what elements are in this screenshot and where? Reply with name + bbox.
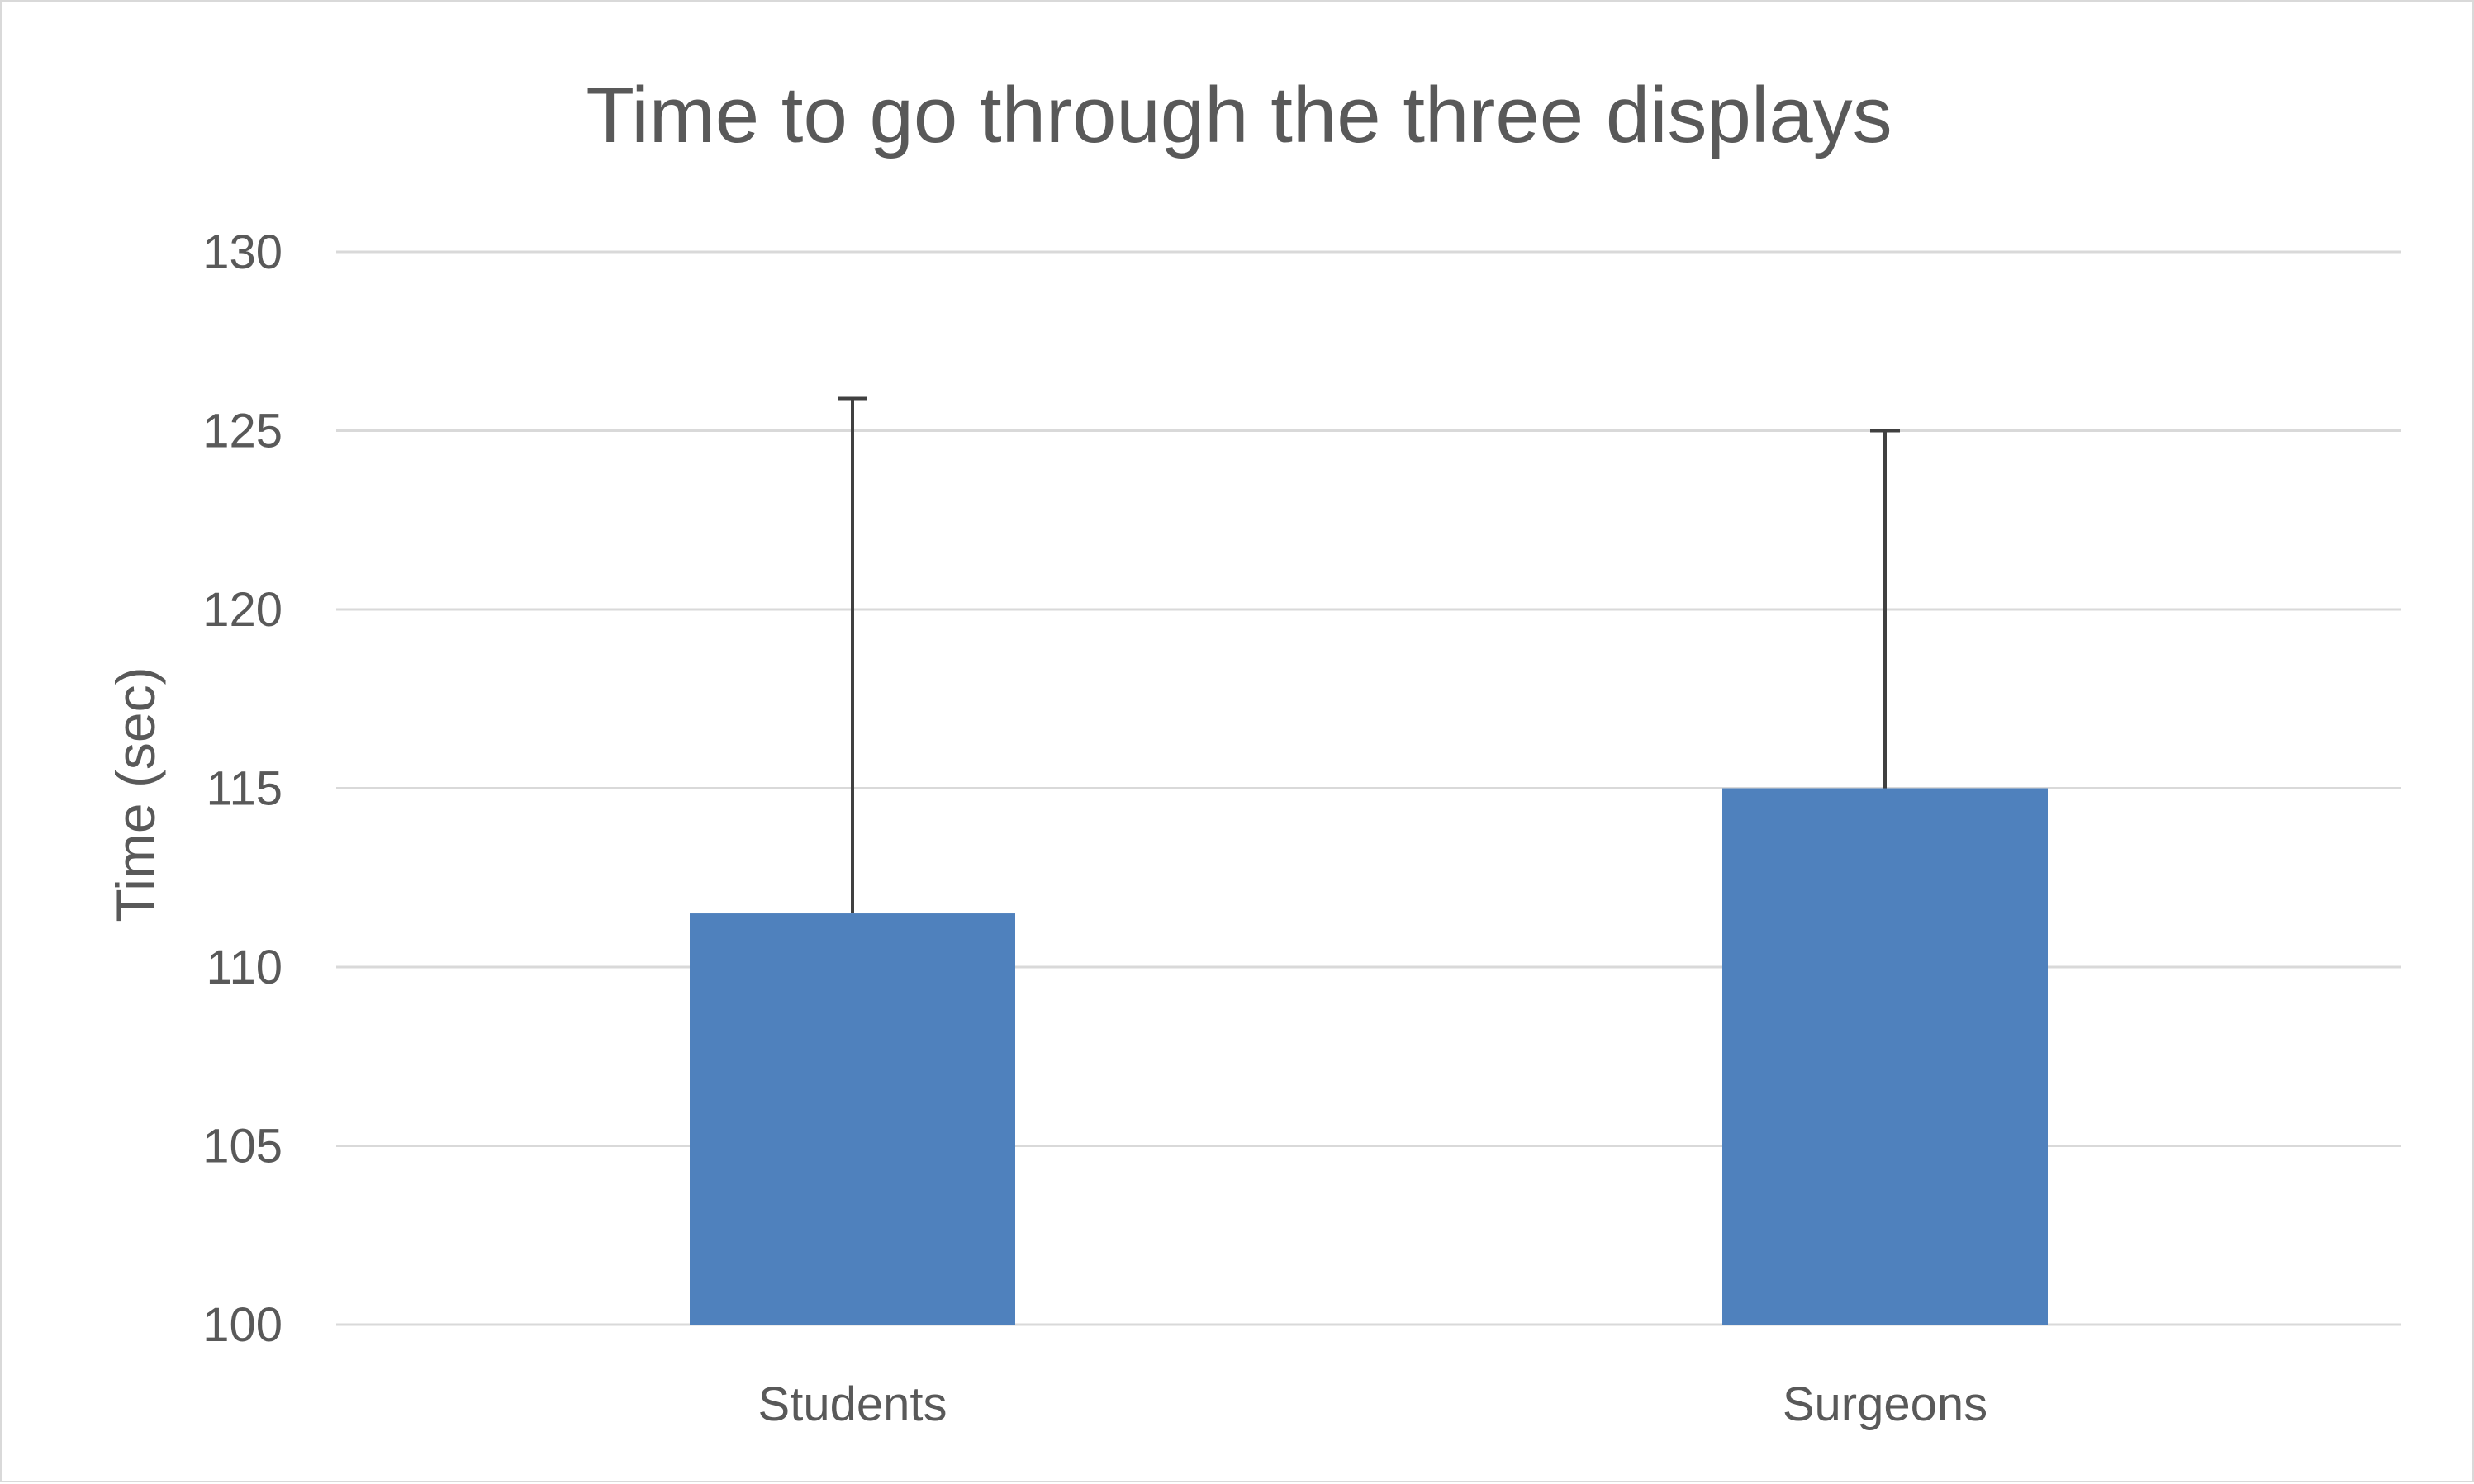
y-tick-label: 120	[202, 583, 283, 637]
x-axis-labels: Students Surgeons	[758, 1377, 1988, 1431]
y-axis-ticks: 100 105 110 115 120 125 130	[202, 225, 283, 1352]
bar-surgeons	[1722, 788, 2048, 1325]
y-tick-label: 105	[202, 1120, 283, 1173]
x-category-label: Students	[758, 1377, 947, 1431]
y-tick-label: 125	[202, 405, 283, 458]
y-tick-label: 110	[207, 941, 283, 994]
y-tick-label: 115	[207, 762, 283, 816]
chart-title: Time to go through the three displays	[586, 71, 1892, 159]
y-axis-label: Time (sec)	[105, 666, 166, 922]
bars	[690, 396, 2048, 1325]
y-tick-label: 130	[202, 225, 283, 279]
bar-students	[690, 913, 1015, 1325]
x-category-label: Surgeons	[1783, 1377, 1987, 1431]
y-tick-label: 100	[202, 1298, 283, 1352]
gridlines	[336, 250, 2401, 1326]
